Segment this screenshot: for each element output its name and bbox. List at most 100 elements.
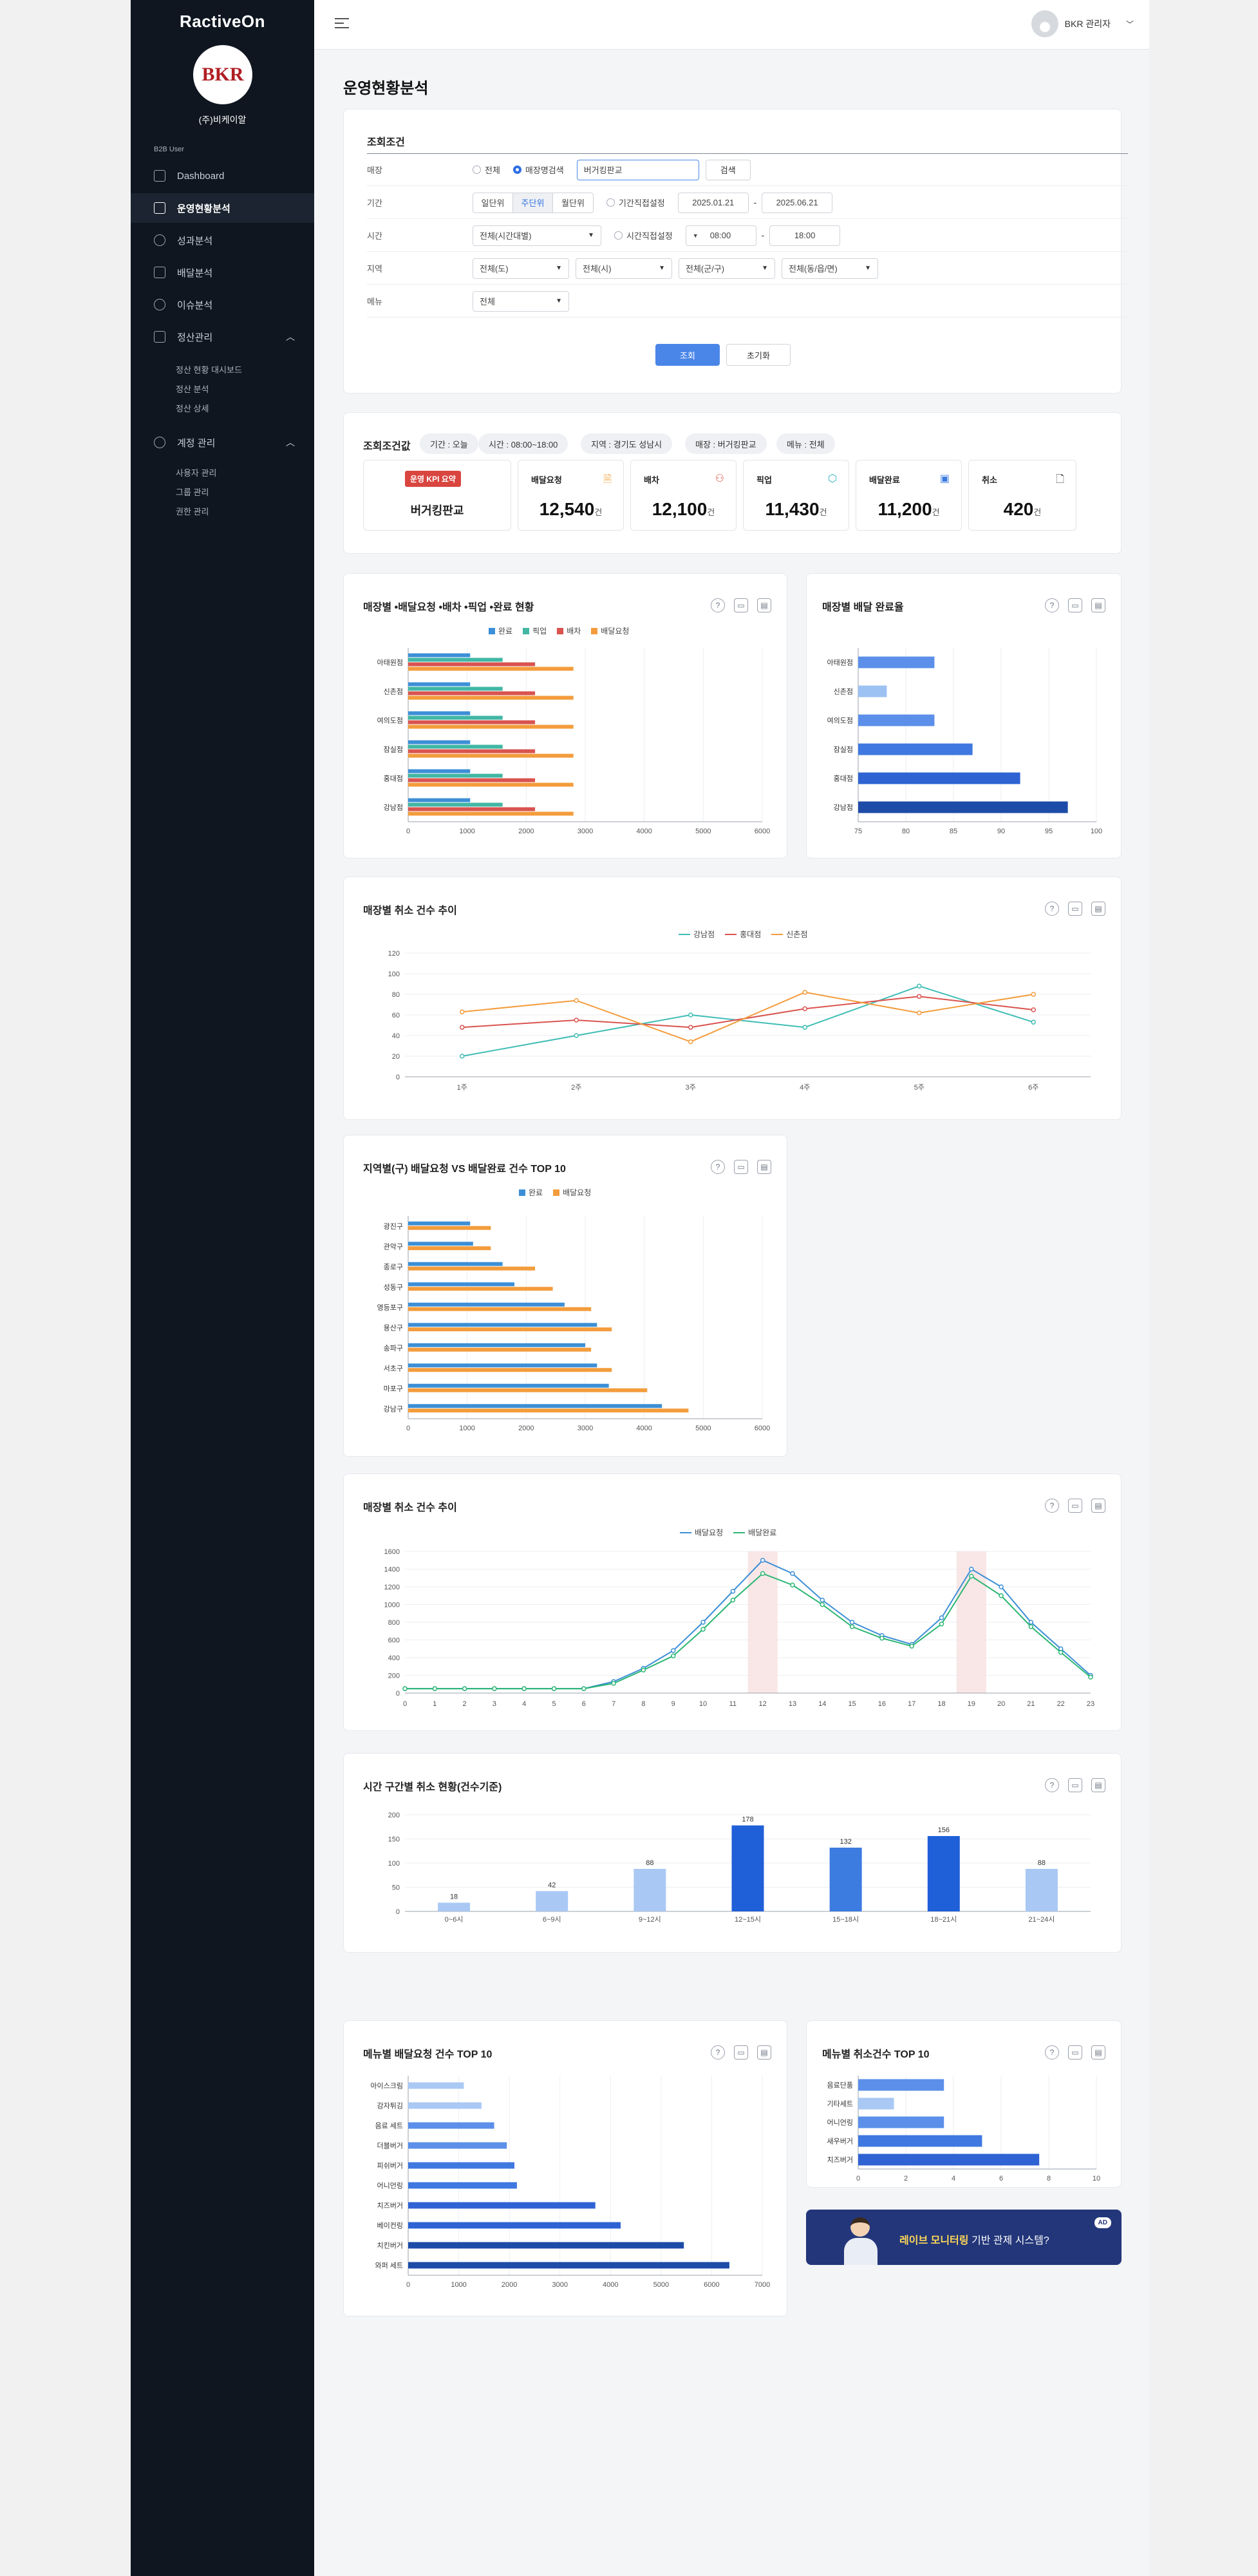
help-icon[interactable]: ? bbox=[711, 1160, 725, 1174]
nav-dashboard[interactable]: Dashboard bbox=[131, 161, 314, 191]
image-icon[interactable]: ▭ bbox=[1068, 2045, 1082, 2060]
help-icon[interactable]: ? bbox=[1045, 1499, 1059, 1513]
nav-performance-analysis[interactable]: 성과분석 bbox=[131, 225, 314, 255]
nav-issue-analysis[interactable]: 이슈분석 bbox=[131, 290, 314, 319]
brand-logo[interactable]: RactiveOn bbox=[179, 12, 266, 31]
data-point bbox=[670, 1653, 676, 1658]
help-icon[interactable]: ? bbox=[1045, 2045, 1059, 2060]
legend-swatch bbox=[553, 1189, 560, 1196]
image-icon[interactable]: ▭ bbox=[1068, 902, 1082, 916]
bar bbox=[408, 773, 503, 778]
chevron-up-icon[interactable]: ︿ bbox=[286, 437, 295, 448]
kpi-label: 취소 bbox=[982, 475, 997, 485]
nav-operations-analysis[interactable]: 운영현황분석 bbox=[131, 193, 314, 223]
data-point bbox=[917, 994, 922, 999]
region-city-select[interactable]: 전체(시) ▼ bbox=[576, 258, 672, 279]
chevron-up-icon[interactable]: ︿ bbox=[286, 332, 295, 342]
x-tick-label: 3000 bbox=[577, 828, 593, 835]
help-icon[interactable]: ? bbox=[711, 598, 725, 612]
period-from-input[interactable]: 2025.01.21 bbox=[677, 192, 749, 213]
time-to-input[interactable]: 18:00 bbox=[769, 225, 841, 246]
radio-custom-period[interactable]: 기간직접설정 bbox=[606, 196, 665, 209]
kpi-unit: 건 bbox=[594, 507, 603, 517]
data-label: 88 bbox=[1038, 1859, 1046, 1867]
image-icon[interactable]: ▭ bbox=[734, 598, 748, 612]
period-to-input[interactable]: 2025.06.21 bbox=[762, 192, 833, 213]
sub-settlement-analysis[interactable]: 정산 분석 bbox=[176, 384, 209, 394]
table-icon[interactable]: ▤ bbox=[757, 598, 771, 612]
table-icon[interactable]: ▤ bbox=[1091, 2045, 1105, 2060]
period-separator: - bbox=[753, 198, 757, 207]
sub-permission-management[interactable]: 권한 관리 bbox=[176, 507, 209, 516]
bar bbox=[408, 1242, 473, 1246]
region-province-select[interactable]: 전체(도) ▼ bbox=[473, 258, 569, 279]
bar bbox=[408, 662, 536, 667]
table-icon[interactable]: ▤ bbox=[1091, 902, 1105, 916]
period-week-tab[interactable]: 주단위 bbox=[513, 193, 553, 213]
chevron-down-icon[interactable]: ﹀ bbox=[1125, 19, 1134, 29]
sub-settlement-detail[interactable]: 정산 상세 bbox=[176, 404, 209, 413]
reset-button[interactable]: 초기화 bbox=[726, 344, 791, 366]
kpi-delivered: 배달완료 ▣ 11,200건 bbox=[856, 460, 962, 531]
y-category-label: 피쉬버거 bbox=[377, 2162, 403, 2170]
kpi-dispatch: 배차 ⚇ 12,100건 bbox=[630, 460, 737, 531]
help-icon[interactable]: ? bbox=[1045, 902, 1059, 916]
nav-delivery-analysis[interactable]: 배달분석 bbox=[131, 258, 314, 287]
chart-title: 매장별 취소 건수 추이 bbox=[363, 1502, 457, 1513]
caret-down-icon: ▼ bbox=[865, 265, 871, 272]
image-icon[interactable]: ▭ bbox=[734, 2045, 748, 2060]
data-point bbox=[917, 983, 922, 989]
table-icon[interactable]: ▤ bbox=[757, 2045, 771, 2060]
help-icon[interactable]: ? bbox=[1045, 1778, 1059, 1792]
kpi-number: 420 bbox=[1003, 499, 1034, 519]
time-select[interactable]: 전체(시간대별) ▼ bbox=[473, 225, 601, 246]
table-icon[interactable]: ▤ bbox=[1091, 598, 1105, 612]
time-from-input[interactable]: ▼ 08:00 bbox=[685, 225, 756, 246]
ad-banner[interactable]: 레이브 모니터링 기반 관제 시스템? AD bbox=[806, 2210, 1122, 2265]
image-icon[interactable]: ▭ bbox=[1068, 1778, 1082, 1792]
sub-settlement-dashboard[interactable]: 정산 현황 대시보드 bbox=[176, 365, 242, 375]
y-category-label: 영등포구 bbox=[377, 1303, 403, 1312]
filter-row-store: 매장 전체 매장명검색 버거킹판교 검색 bbox=[367, 154, 1128, 186]
image-icon[interactable]: ▭ bbox=[734, 1160, 748, 1174]
radio-custom-time[interactable]: 시간직접설정 bbox=[614, 229, 673, 242]
search-submit-button[interactable]: 조회 bbox=[655, 344, 720, 366]
chart-legend: 배달요청 배달완료 bbox=[680, 1527, 776, 1538]
radio-store-search[interactable]: 매장명검색 bbox=[512, 164, 564, 176]
radio-icon bbox=[606, 198, 615, 207]
image-icon[interactable]: ▭ bbox=[1068, 1499, 1082, 1513]
user-menu[interactable]: BKR 관리자 ﹀ bbox=[1031, 10, 1134, 37]
table-icon[interactable]: ▤ bbox=[757, 1160, 771, 1174]
company-name: (주)비케이알 bbox=[198, 115, 247, 125]
y-tick-label: 200 bbox=[388, 1672, 400, 1680]
period-month-tab[interactable]: 월단위 bbox=[561, 198, 585, 208]
radio-store-all[interactable]: 전체 bbox=[473, 164, 500, 176]
help-icon[interactable]: ? bbox=[1045, 598, 1059, 612]
x-tick-label: 2000 bbox=[502, 2281, 517, 2289]
sub-user-management[interactable]: 사용자 관리 bbox=[176, 468, 217, 478]
region-district-select[interactable]: 전체(군/구) ▼ bbox=[679, 258, 775, 279]
table-icon[interactable]: ▤ bbox=[1091, 1499, 1105, 1513]
hamburger-menu-icon[interactable] bbox=[335, 18, 349, 30]
nav-settlement[interactable]: 정산관리 ︿ bbox=[131, 322, 314, 352]
sub-group-management[interactable]: 그룹 관리 bbox=[176, 488, 209, 497]
bar bbox=[858, 801, 1068, 813]
store-search-input[interactable]: 버거킹판교 bbox=[576, 159, 699, 180]
y-category-label: 용산구 bbox=[384, 1323, 403, 1332]
help-icon[interactable]: ? bbox=[711, 2045, 725, 2060]
period-day-tab[interactable]: 일단위 bbox=[473, 193, 513, 213]
bar bbox=[408, 2122, 494, 2129]
image-icon[interactable]: ▭ bbox=[1068, 598, 1082, 612]
region-town-select[interactable]: 전체(동/읍/면) ▼ bbox=[782, 258, 878, 279]
nav-label: 운영현황분석 bbox=[177, 203, 230, 214]
y-category-label: 송파구 bbox=[384, 1344, 403, 1352]
menu-select[interactable]: 전체 ▼ bbox=[473, 290, 569, 312]
x-tick-label: 4000 bbox=[636, 828, 652, 835]
nav-account-management[interactable]: 계정 관리 ︿ bbox=[131, 428, 314, 457]
bar bbox=[408, 658, 503, 662]
legend-swatch bbox=[519, 1189, 525, 1196]
bar bbox=[408, 1266, 536, 1271]
store-search-button[interactable]: 검색 bbox=[705, 159, 751, 180]
x-tick-label: 14 bbox=[818, 1700, 826, 1708]
table-icon[interactable]: ▤ bbox=[1091, 1778, 1105, 1792]
